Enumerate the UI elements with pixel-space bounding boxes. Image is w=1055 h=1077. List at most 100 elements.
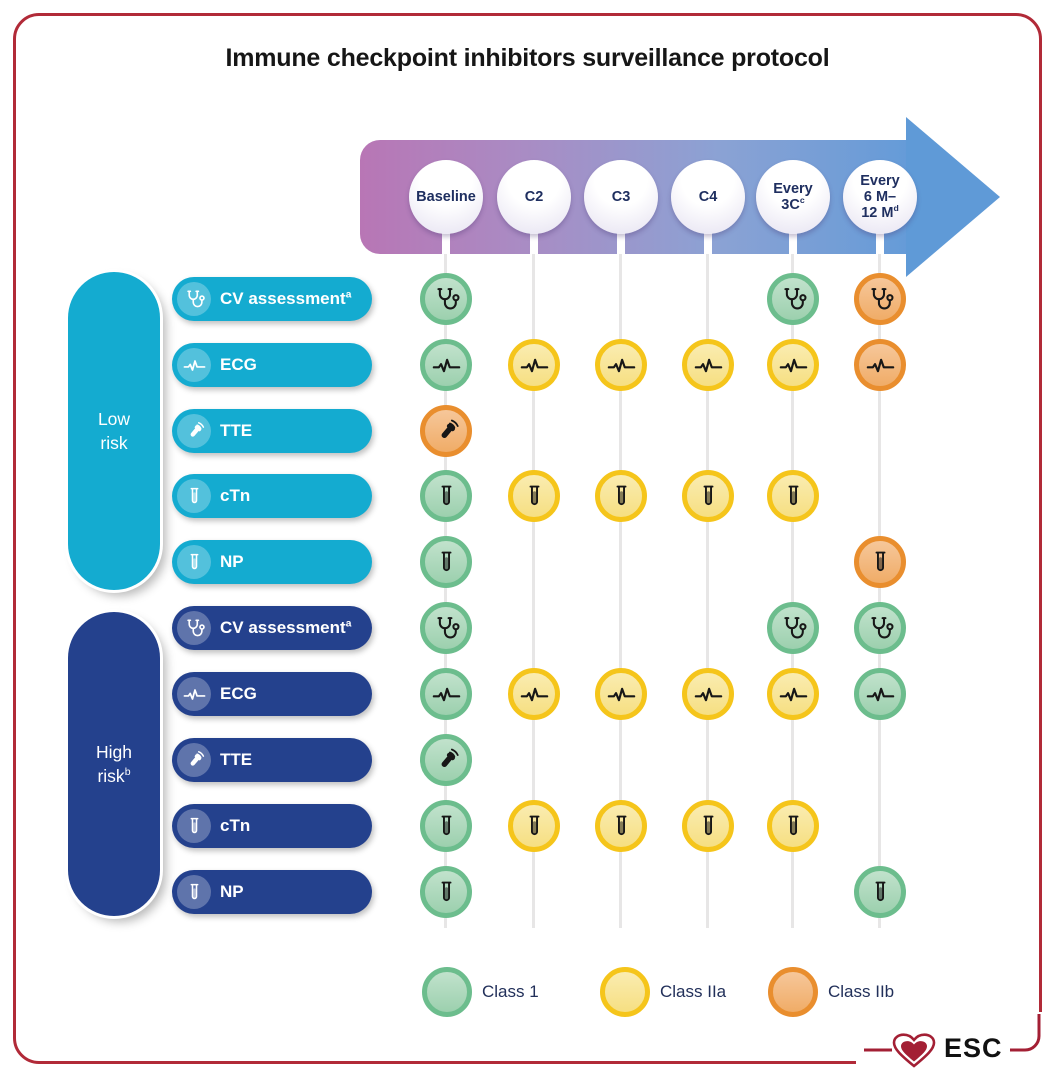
- timeline-node-label: C3: [611, 188, 631, 205]
- figure-title: Immune checkpoint inhibitors surveillanc…: [225, 44, 830, 72]
- cell-marker-ctn-col2: [508, 470, 560, 522]
- row-pill-cv-assessment: CV assessmenta: [172, 277, 372, 321]
- row-pill-tte: TTE: [172, 738, 372, 782]
- column-stem: [530, 228, 538, 254]
- echo-probe-icon: [177, 414, 211, 448]
- timeline-node-c3: C3: [584, 160, 658, 234]
- test-tube-icon: [866, 548, 895, 577]
- cell-marker-ecg-col2: [508, 668, 560, 720]
- row-pill-label: NP: [220, 882, 244, 901]
- ecg-icon: [866, 351, 895, 380]
- risk-group-label: Low: [97, 408, 131, 429]
- cell-marker-ctn-col5: [767, 800, 819, 852]
- cell-marker-np-col6: [854, 536, 906, 588]
- row-pill-np: NP: [172, 540, 372, 584]
- cell-marker-cv-assessment-col5: [767, 602, 819, 654]
- echo-probe-icon: [177, 743, 211, 777]
- test-tube-icon: [694, 482, 723, 511]
- row-pill-label: cTn: [220, 816, 251, 835]
- ecg-icon: [177, 348, 211, 382]
- risk-group-label: risk: [100, 433, 128, 453]
- risk-group-low: Low risk: [68, 272, 160, 590]
- cell-marker-ctn-col5: [767, 470, 819, 522]
- test-tube-icon: [779, 812, 808, 841]
- superscript: b: [124, 766, 131, 779]
- risk-group-high: High riskb: [68, 612, 160, 916]
- column-gridline: [444, 254, 447, 928]
- test-tube-icon: [866, 878, 895, 907]
- row-pill-label: NP: [220, 552, 244, 571]
- timeline-node-label: Baseline: [416, 188, 476, 205]
- row-pill-cv-assessment: CV assessmenta: [172, 606, 372, 650]
- row-pill-np: NP: [172, 870, 372, 914]
- cell-marker-tte-col1: [420, 405, 472, 457]
- row-pill-ctn: cTn: [172, 474, 372, 518]
- row-pill-tte: TTE: [172, 409, 372, 453]
- timeline-node-label: 3Cc: [781, 195, 805, 213]
- cell-marker-ecg-col5: [767, 339, 819, 391]
- cell-marker-ctn-col2: [508, 800, 560, 852]
- stethoscope-icon: [866, 614, 895, 643]
- row-pill-ecg: ECG: [172, 672, 372, 716]
- timeline-node-label: Every: [773, 180, 813, 197]
- cell-marker-ecg-col5: [767, 668, 819, 720]
- ecg-icon: [779, 680, 808, 709]
- stethoscope-icon: [177, 282, 211, 316]
- test-tube-icon: [177, 479, 211, 513]
- cell-marker-ecg-col4: [682, 339, 734, 391]
- column-gridline: [878, 254, 881, 928]
- column-stem: [617, 228, 625, 254]
- superscript: c: [799, 195, 805, 206]
- ecg-icon: [432, 351, 461, 380]
- cell-marker-ecg-col2: [508, 339, 560, 391]
- test-tube-icon: [607, 812, 636, 841]
- stethoscope-icon: [779, 285, 808, 314]
- superscript: d: [893, 203, 899, 214]
- ecg-icon: [694, 680, 723, 709]
- row-pill-label: TTE: [220, 750, 253, 769]
- legend-label-class-1: Class 1: [482, 982, 539, 1001]
- cell-marker-cv-assessment-col6: [854, 273, 906, 325]
- stethoscope-icon: [177, 611, 211, 645]
- legend-swatch-class-iib: [768, 967, 818, 1017]
- cell-marker-ctn-col4: [682, 800, 734, 852]
- timeline-node-every-6-m-12-m: Every 6 M– 12 Md: [843, 160, 917, 234]
- ecg-icon: [520, 351, 549, 380]
- legend-swatch-class-1: [422, 967, 472, 1017]
- cell-marker-ctn-col1: [420, 800, 472, 852]
- cell-marker-ctn-col4: [682, 470, 734, 522]
- test-tube-icon: [177, 545, 211, 579]
- cell-marker-cv-assessment-col1: [420, 273, 472, 325]
- cell-marker-cv-assessment-col6: [854, 602, 906, 654]
- timeline-node-label: 6 M–: [863, 188, 897, 205]
- row-pill-ctn: cTn: [172, 804, 372, 848]
- figure-border: [13, 13, 1042, 1064]
- superscript: a: [345, 618, 352, 630]
- timeline-node-c2: C2: [497, 160, 571, 234]
- cell-marker-tte-col1: [420, 734, 472, 786]
- cell-marker-np-col6: [854, 866, 906, 918]
- cell-marker-ecg-col1: [420, 668, 472, 720]
- superscript: a: [345, 289, 352, 301]
- stethoscope-icon: [866, 285, 895, 314]
- ecg-icon: [779, 351, 808, 380]
- heart-icon: [864, 1033, 936, 1068]
- echo-probe-icon: [432, 417, 461, 446]
- test-tube-icon: [177, 875, 211, 909]
- logo-corner-hook: [1010, 1014, 1041, 1052]
- stethoscope-icon: [779, 614, 808, 643]
- risk-group-label: riskb: [97, 766, 131, 786]
- logo-background: [856, 1012, 1044, 1072]
- ecg-icon: [694, 351, 723, 380]
- ecg-icon: [432, 680, 461, 709]
- column-gridline: [706, 254, 709, 928]
- cell-marker-ctn-col3: [595, 800, 647, 852]
- timeline-node-baseline: Baseline: [409, 160, 483, 234]
- ecg-icon: [520, 680, 549, 709]
- ecg-icon: [607, 680, 636, 709]
- column-stem: [442, 228, 450, 254]
- row-pill-label: CV assessmenta: [220, 618, 352, 637]
- column-stem: [789, 228, 797, 254]
- cell-marker-ecg-col1: [420, 339, 472, 391]
